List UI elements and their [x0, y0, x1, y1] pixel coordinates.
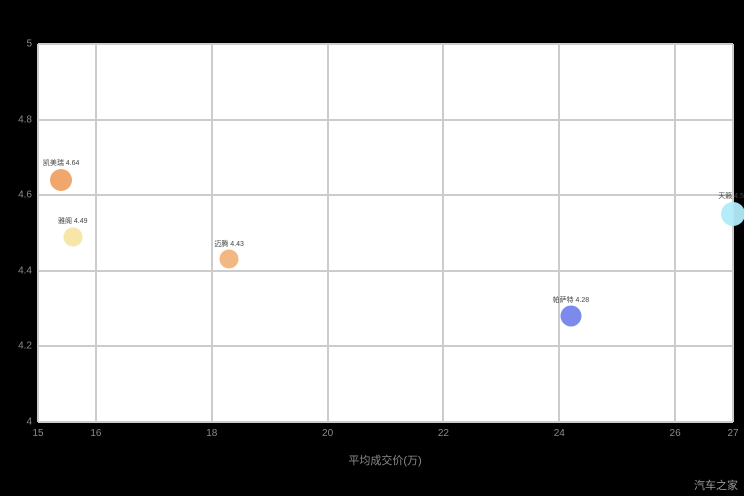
- x-tick-label: 16: [90, 428, 102, 439]
- gridline-vertical: [37, 44, 39, 422]
- y-tick-label: 4.2: [18, 340, 32, 352]
- gridline-vertical: [674, 44, 677, 422]
- x-tick-label: 24: [553, 428, 565, 439]
- y-tick-label: 5: [26, 38, 32, 50]
- data-point-label: 帕萨特 4.28: [552, 296, 590, 304]
- data-point-bubble[interactable]: [560, 305, 582, 327]
- x-tick-label: 18: [206, 428, 218, 439]
- data-point-label: 雅阁 4.49: [57, 218, 88, 226]
- gridline-vertical: [210, 44, 213, 422]
- gridline-horizontal: [38, 118, 733, 121]
- gridline-vertical: [558, 44, 561, 422]
- y-tick-label: 4.6: [18, 189, 32, 201]
- gridline-horizontal: [38, 194, 733, 197]
- data-point-label: 凯美瑞 4.64: [42, 160, 80, 168]
- data-point-label: 天籁 4.55: [718, 193, 744, 201]
- gridline-vertical: [94, 44, 97, 422]
- data-point-bubble[interactable]: [721, 202, 744, 227]
- x-tick-label: 20: [322, 428, 334, 439]
- gridline-vertical: [326, 44, 329, 422]
- data-point-bubble[interactable]: [63, 227, 83, 247]
- data-point-label: 迈腾 4.43: [214, 240, 244, 248]
- plot-area: 凯美瑞 4.64 雅阁 4.49 迈腾 4.43 帕萨特 4.28 天籁 4.55: [37, 43, 744, 423]
- watermark-autohome: 汽车之家: [694, 480, 738, 492]
- gridline-horizontal: [38, 421, 733, 423]
- gridline-horizontal: [38, 43, 733, 45]
- gridline-vertical: [442, 44, 445, 422]
- x-tick-label: 22: [437, 428, 449, 439]
- y-tick-label: 4.8: [18, 114, 32, 126]
- gridline-vertical: [732, 44, 734, 422]
- x-tick-label: 27: [727, 428, 739, 439]
- y-tick-label: 4.4: [18, 265, 32, 277]
- x-tick-label: 26: [669, 428, 681, 439]
- x-axis-title: 平均成交价(万): [348, 455, 422, 467]
- gridline-horizontal: [38, 345, 733, 348]
- gridline-horizontal: [38, 269, 733, 272]
- y-tick-label: 4: [26, 416, 32, 428]
- data-point-bubble[interactable]: [50, 169, 73, 192]
- x-tick-label: 15: [32, 428, 44, 439]
- data-point-bubble[interactable]: [219, 249, 239, 269]
